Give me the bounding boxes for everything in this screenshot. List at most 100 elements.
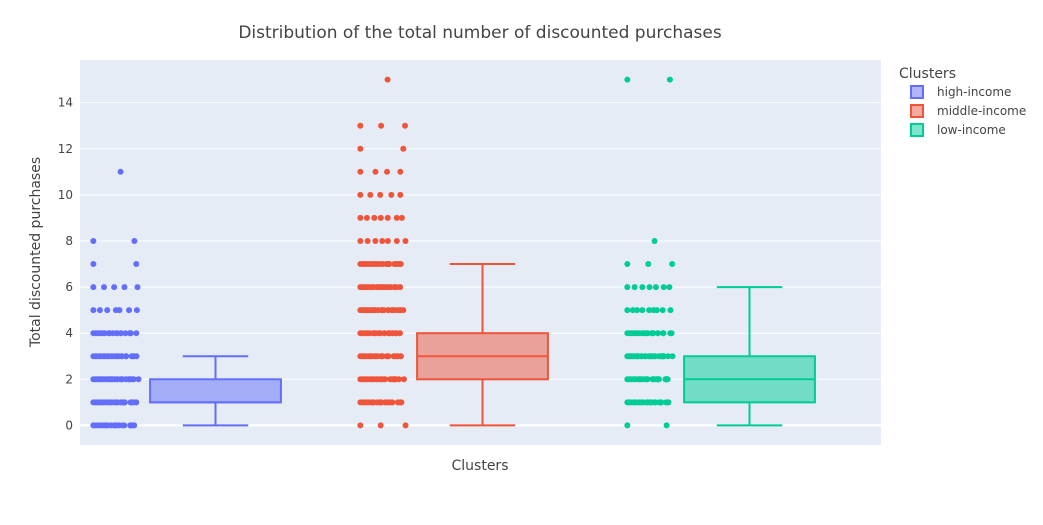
data-point [665, 353, 672, 360]
data-point [378, 122, 385, 129]
data-point [357, 422, 364, 429]
data-point [135, 376, 142, 383]
data-point [658, 399, 665, 406]
data-point [644, 376, 651, 383]
data-point [367, 191, 374, 198]
data-point [101, 284, 108, 291]
box-trace-high-income [90, 168, 282, 429]
data-point [398, 214, 405, 221]
y-tick-label: 10 [58, 188, 73, 202]
data-point [400, 376, 407, 383]
data-point [624, 307, 631, 314]
legend-label: low-income [937, 123, 1006, 137]
data-point [117, 168, 124, 175]
data-point [96, 307, 103, 314]
data-point [666, 76, 673, 83]
box-trace-middle-income [357, 76, 549, 429]
y-tick-label: 8 [65, 234, 73, 248]
legend-item-high-income: high-income [910, 85, 1011, 99]
data-point [382, 376, 389, 383]
data-point [118, 330, 125, 337]
data-point [371, 214, 378, 221]
data-point [127, 376, 134, 383]
data-point [357, 145, 364, 152]
data-point [663, 422, 670, 429]
data-point [384, 168, 391, 175]
data-point [646, 307, 653, 314]
data-point [379, 237, 386, 244]
data-point [133, 261, 140, 268]
data-point [655, 330, 662, 337]
data-point [385, 353, 392, 360]
data-point [667, 307, 674, 314]
data-point [122, 330, 129, 337]
data-point [104, 307, 111, 314]
data-point [624, 76, 631, 83]
data-point [659, 307, 666, 314]
data-point [378, 399, 385, 406]
data-point [113, 330, 120, 337]
legend-item-low-income: low-income [910, 123, 1006, 137]
y-tick-label: 4 [65, 326, 73, 340]
data-point [121, 284, 128, 291]
data-point [111, 284, 118, 291]
data-point [397, 168, 404, 175]
data-point [377, 422, 384, 429]
data-point [629, 307, 636, 314]
legend-items: high-income middle-income low-income [910, 85, 1026, 137]
legend-item-middle-income: middle-income [910, 104, 1026, 118]
data-point [133, 330, 140, 337]
data-point [397, 191, 404, 198]
data-point [90, 284, 97, 291]
data-point [372, 237, 379, 244]
box-traces [90, 76, 816, 429]
data-point [651, 237, 658, 244]
data-point [398, 399, 405, 406]
data-point [669, 353, 676, 360]
data-point [624, 284, 631, 291]
data-point [650, 330, 657, 337]
data-point [402, 237, 409, 244]
data-point [380, 307, 387, 314]
data-point [131, 422, 138, 429]
legend: Clusters high-income middle-income low-inc… [899, 66, 1026, 137]
data-point [116, 307, 123, 314]
data-point [385, 261, 392, 268]
data-point [90, 261, 97, 268]
data-point [655, 376, 662, 383]
data-point [396, 284, 403, 291]
data-point [133, 399, 140, 406]
data-point [402, 122, 409, 129]
data-point [357, 191, 364, 198]
data-point [397, 261, 404, 268]
data-point [379, 353, 386, 360]
data-point [624, 261, 631, 268]
data-point [90, 237, 97, 244]
chart-title: Distribution of the total number of disc… [238, 23, 722, 43]
legend-swatch [910, 123, 924, 137]
data-point [646, 284, 653, 291]
y-axis-title: Total discounted purchases [28, 157, 44, 348]
data-point [402, 422, 409, 429]
data-point [384, 76, 391, 83]
legend-swatch [910, 104, 924, 118]
data-point [363, 214, 370, 221]
data-point [126, 307, 133, 314]
legend-label: middle-income [937, 104, 1026, 118]
data-point [123, 353, 130, 360]
data-point [388, 191, 395, 198]
x-axis-title: Clusters [452, 458, 509, 474]
data-point [645, 261, 652, 268]
data-point [395, 376, 402, 383]
data-point [357, 168, 364, 175]
data-point [660, 284, 667, 291]
data-point [133, 353, 140, 360]
y-tick-label: 2 [65, 372, 73, 386]
data-point [118, 353, 125, 360]
data-point [400, 145, 407, 152]
data-point [384, 237, 391, 244]
data-point [377, 191, 384, 198]
data-point [639, 284, 646, 291]
data-point [396, 330, 403, 337]
data-point [364, 237, 371, 244]
